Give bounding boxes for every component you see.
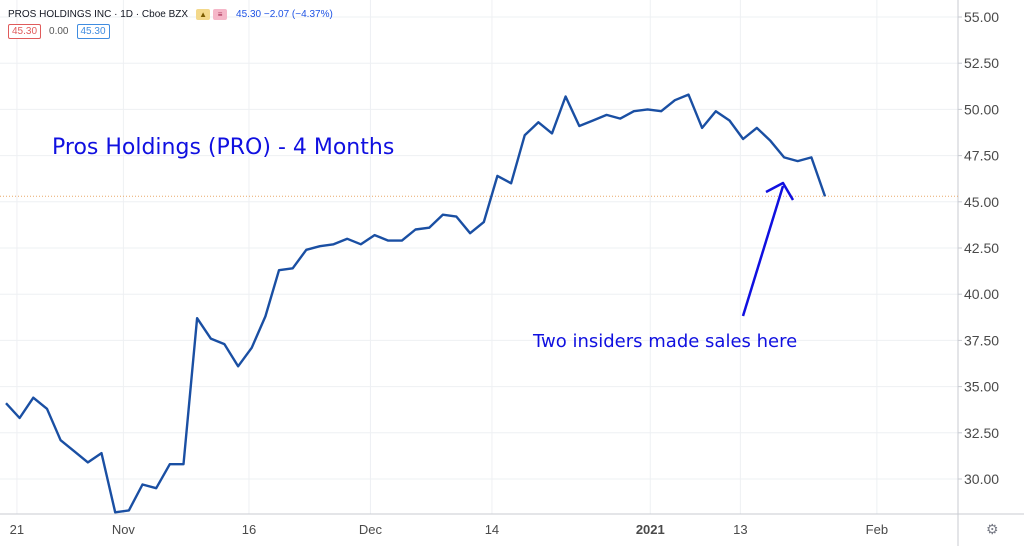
arrow-shaft	[741, 185, 785, 317]
y-tick-label: 42.50	[964, 240, 999, 256]
settings-gear-icon[interactable]: ⚙	[986, 521, 999, 537]
x-tick-label: Feb	[866, 522, 888, 537]
y-tick-label: 40.00	[964, 286, 999, 302]
annotation-arrow-icon	[741, 181, 795, 317]
x-tick-label: 16	[242, 522, 256, 537]
chart-title: Pros Holdings (PRO) - 4 Months	[52, 135, 394, 160]
ohlc-readout: 45.30 −2.07 (−4.37%)	[236, 8, 333, 20]
y-tick-label: 37.50	[964, 332, 999, 348]
x-tick-label: Dec	[359, 522, 383, 537]
y-tick-label: 45.00	[964, 194, 999, 210]
price-axis[interactable]: 30.00 32.50 35.00 37.50 40.00 42.50 45.00 47.50…	[958, 9, 999, 487]
y-tick-label: 52.50	[964, 55, 999, 71]
x-tick-label: 2021	[636, 522, 665, 537]
chart-grid	[0, 0, 958, 514]
x-tick-label: 21	[10, 522, 24, 537]
price-readout-row: 45.30 0.00 45.30	[8, 24, 110, 39]
earnings-flag-icon[interactable]: ≡	[213, 8, 228, 20]
price-series-line	[5, 93, 827, 514]
annotation-text: Two insiders made sales here	[532, 331, 797, 352]
sell-price-box[interactable]: 45.30	[8, 24, 42, 39]
y-tick-label: 30.00	[964, 471, 999, 487]
y-tick-label: 35.00	[964, 379, 999, 395]
x-tick-label: Nov	[112, 522, 136, 537]
y-tick-label: 47.50	[964, 148, 999, 164]
x-tick-label: 14	[485, 522, 499, 537]
dividend-flag-icon[interactable]: ▲	[196, 8, 211, 20]
symbol-info[interactable]: PROS HOLDINGS INC · 1D · Cboe BZX	[8, 8, 189, 20]
buy-price-box[interactable]: 45.30	[76, 24, 110, 39]
time-axis[interactable]: 21 Nov 16 Dec 14 2021 13 Feb	[10, 522, 888, 537]
spread-value: 0.00	[49, 26, 69, 37]
arrow-head	[765, 181, 795, 201]
y-tick-label: 55.00	[964, 9, 999, 25]
y-tick-label: 50.00	[964, 101, 999, 117]
symbol-header: PROS HOLDINGS INC · 1D · Cboe BZX ▲ ≡ 45…	[8, 6, 333, 22]
x-tick-label: 13	[733, 522, 747, 537]
y-tick-label: 32.50	[964, 425, 999, 441]
